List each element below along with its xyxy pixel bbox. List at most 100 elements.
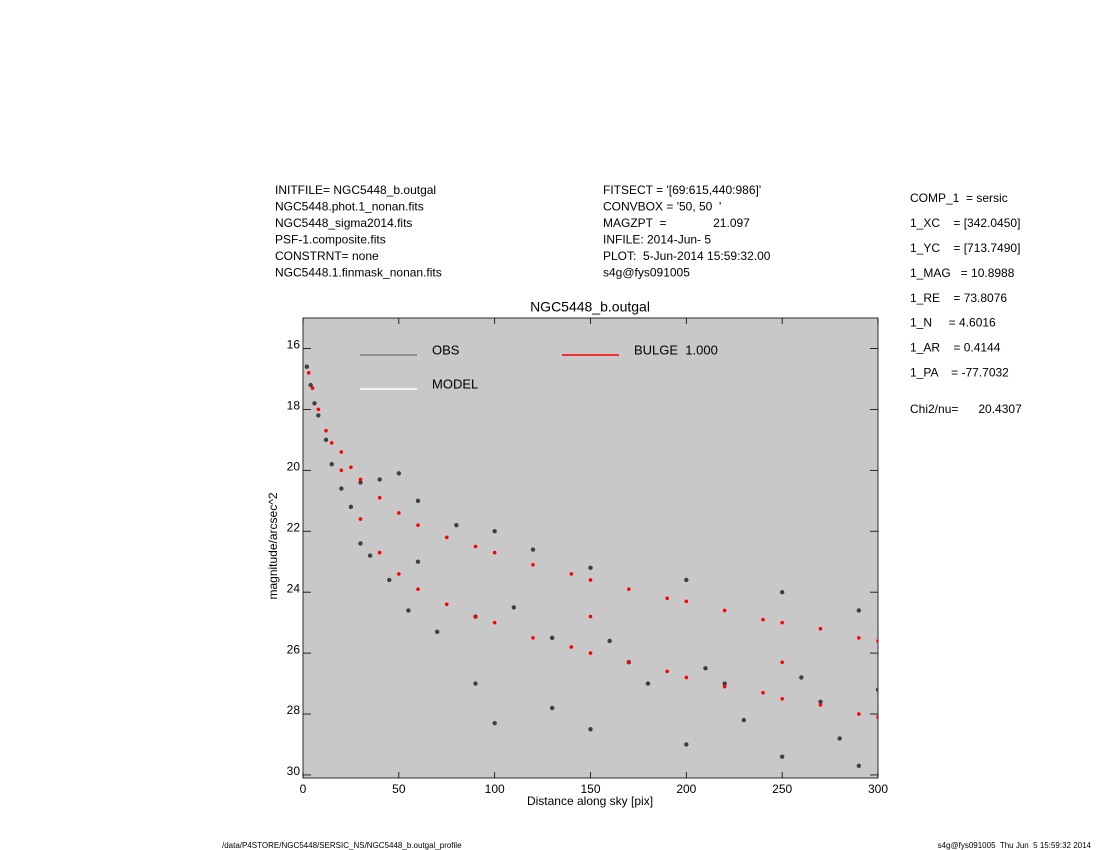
header-line: INFILE: 2014-Jun- 5 xyxy=(603,233,711,247)
data-point xyxy=(818,703,823,707)
x-tick-label: 50 xyxy=(392,782,406,796)
data-point xyxy=(416,523,420,527)
data-point xyxy=(761,617,765,622)
data-point xyxy=(324,428,328,433)
data-point xyxy=(857,636,861,640)
data-point xyxy=(316,407,321,412)
x-tick-label: 150 xyxy=(580,782,600,796)
data-point xyxy=(588,565,593,571)
legend-label: BULGE 1.000 xyxy=(634,342,718,357)
data-point xyxy=(454,522,459,528)
data-point xyxy=(549,705,555,711)
data-point xyxy=(684,675,689,680)
fit-parameter: 1_PA = -77.7032 xyxy=(910,365,1009,379)
data-point xyxy=(415,498,421,503)
data-point xyxy=(607,638,612,644)
data-point xyxy=(684,599,689,604)
data-point xyxy=(312,401,317,406)
data-point xyxy=(588,727,593,732)
data-point xyxy=(339,468,344,473)
data-point xyxy=(377,477,382,482)
data-point xyxy=(397,572,401,576)
data-point xyxy=(569,572,574,576)
data-point xyxy=(323,437,329,443)
data-point xyxy=(492,720,497,726)
footer-path: /data/P4STORE/NGC5448/SERSIC_NS/NGC5448_… xyxy=(222,841,462,850)
header-line: PLOT: 5-Jun-2014 15:59:32.00 xyxy=(603,249,771,263)
data-point xyxy=(780,696,784,701)
data-point xyxy=(588,614,593,619)
fit-parameter: 1_MAG = 10.8988 xyxy=(910,266,1015,280)
data-point xyxy=(306,371,311,375)
x-tick-label: 250 xyxy=(772,782,792,796)
data-point xyxy=(473,544,478,549)
data-point xyxy=(406,608,411,613)
plot-marks xyxy=(304,364,878,769)
data-point xyxy=(876,715,878,719)
data-point xyxy=(308,382,313,388)
data-point xyxy=(434,629,440,634)
header-line: s4g@fys091005 xyxy=(603,266,690,280)
header-line: CONSTRNT= none xyxy=(275,249,379,263)
y-tick-label: 30 xyxy=(287,764,301,778)
data-point xyxy=(837,736,842,741)
data-point xyxy=(339,450,344,454)
data-point xyxy=(473,614,478,619)
data-point xyxy=(329,441,334,445)
data-point xyxy=(627,660,631,665)
data-point xyxy=(304,364,310,369)
data-point xyxy=(684,577,689,583)
data-point xyxy=(531,636,535,640)
data-point xyxy=(396,471,402,476)
data-point xyxy=(799,675,804,680)
x-tick-label: 100 xyxy=(485,782,505,796)
data-point xyxy=(857,712,861,716)
fit-parameter: 1_N = 4.6016 xyxy=(910,316,996,330)
data-point xyxy=(444,535,449,540)
data-point xyxy=(876,639,878,643)
data-point xyxy=(856,608,862,613)
data-point xyxy=(818,699,823,705)
data-point xyxy=(780,660,784,665)
data-point xyxy=(722,681,727,686)
data-point xyxy=(358,477,363,482)
y-tick-label: 18 xyxy=(287,399,301,413)
y-tick-label: 20 xyxy=(287,459,301,473)
data-point xyxy=(492,529,497,534)
data-point xyxy=(779,589,785,595)
data-point xyxy=(569,645,574,649)
data-point xyxy=(818,626,823,631)
footer-stamp: s4g@fys091005 Thu Jun 5 15:59:32 2014 xyxy=(938,841,1092,850)
data-point xyxy=(492,620,497,625)
fit-parameter: 1_XC = [342.0450] xyxy=(910,216,1020,230)
data-point xyxy=(684,742,689,747)
data-point xyxy=(779,754,785,759)
data-point xyxy=(349,465,353,470)
fit-parameter: 1_AR = 0.4144 xyxy=(910,341,1001,355)
y-tick-label: 28 xyxy=(287,703,301,717)
data-point xyxy=(492,550,497,555)
plot-area xyxy=(302,317,879,779)
x-axis-label: Distance along sky [pix] xyxy=(527,794,653,808)
y-tick-label: 24 xyxy=(287,581,301,595)
data-point xyxy=(377,550,382,555)
data-point xyxy=(348,504,354,510)
data-point xyxy=(377,495,382,500)
x-tick-label: 300 xyxy=(868,782,888,796)
data-point xyxy=(645,681,651,686)
header-line: NGC5448.phot.1_nonan.fits xyxy=(275,200,424,214)
data-point xyxy=(665,596,669,601)
header-line: CONVBOX = '50, 50 ' xyxy=(603,200,721,214)
data-point xyxy=(722,684,727,689)
legend-label: MODEL xyxy=(432,376,478,391)
fit-parameter: 1_YC = [713.7490] xyxy=(910,241,1020,255)
y-tick-label: 16 xyxy=(287,338,301,352)
data-point xyxy=(416,587,420,591)
x-tick-label: 200 xyxy=(676,782,696,796)
data-point xyxy=(665,669,669,674)
data-point xyxy=(473,681,478,686)
data-point xyxy=(444,602,449,607)
data-point xyxy=(415,559,421,564)
header-line: INITFILE= NGC5448_b.outgal xyxy=(275,183,436,197)
